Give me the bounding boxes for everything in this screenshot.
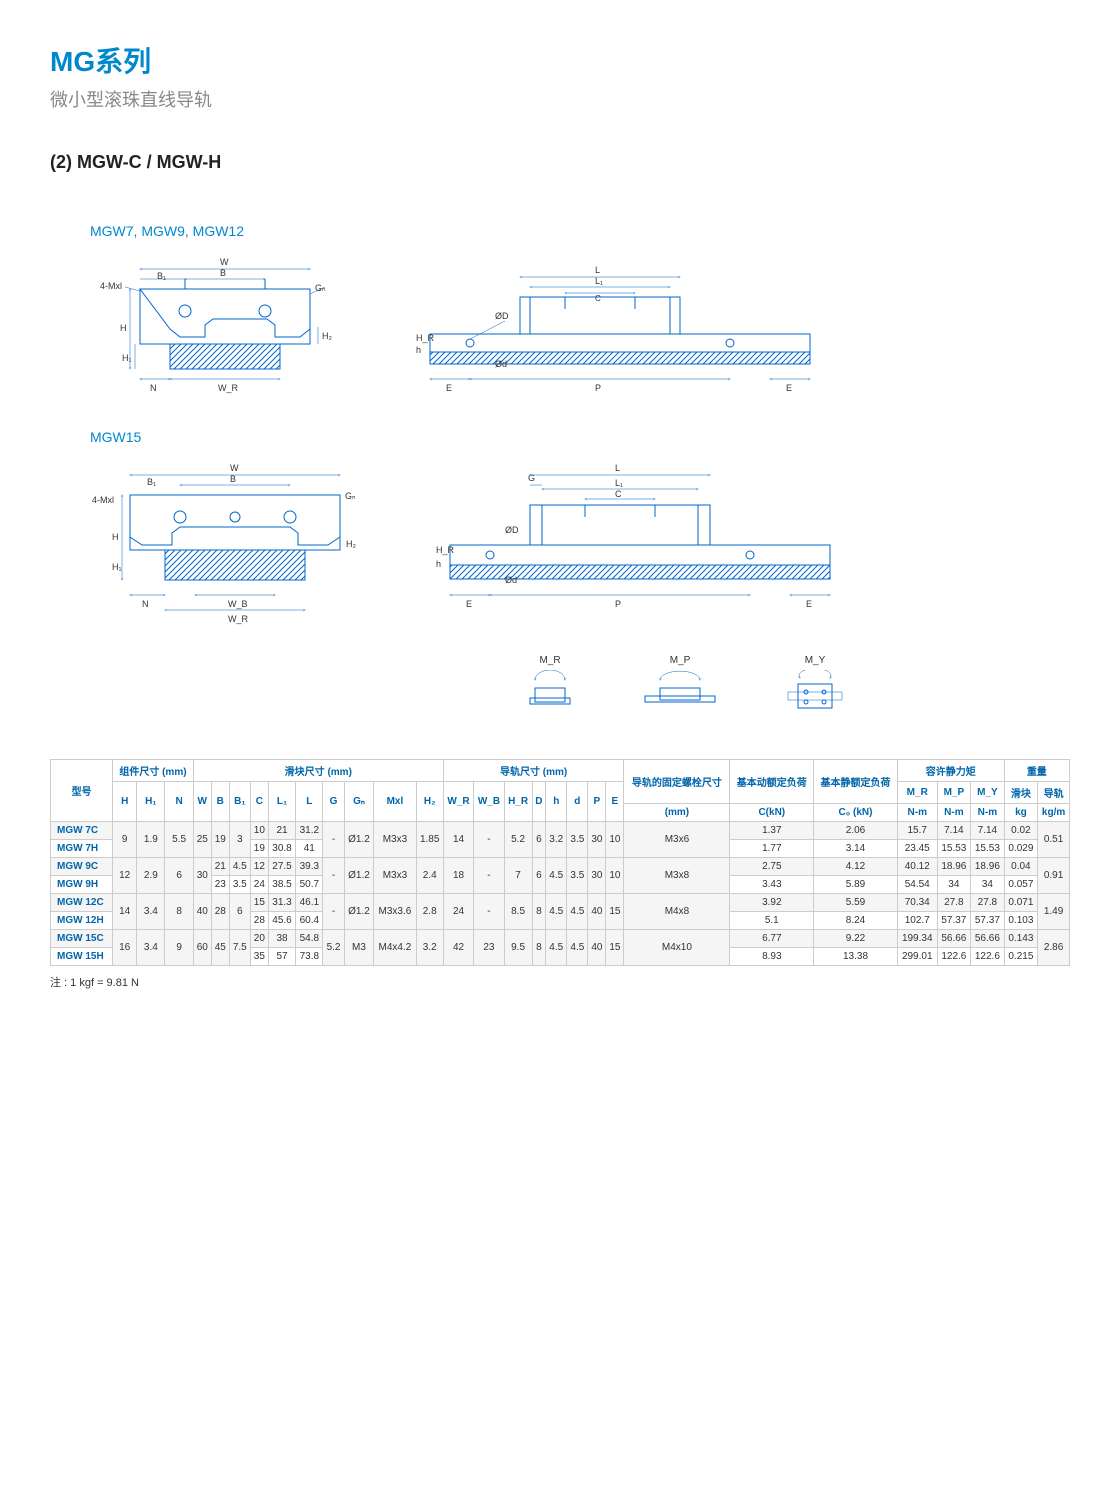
- svg-text:L: L: [595, 265, 600, 275]
- table-row-model: MGW 9C: [51, 858, 113, 876]
- svg-text:C: C: [595, 294, 601, 303]
- svg-text:L₁: L₁: [615, 478, 623, 488]
- table-row-model: MGW 9H: [51, 876, 113, 894]
- svg-text:W_R: W_R: [218, 383, 239, 393]
- svg-text:B: B: [230, 474, 236, 484]
- svg-text:W_R: W_R: [228, 614, 249, 624]
- diagram-front-2: W B B₁ Gₙ 4-Mxl H H₁ H₂ N W_B W_R: [90, 455, 370, 625]
- diagram-label-2: MGW15: [90, 429, 1070, 445]
- th-weight: 重量: [1004, 760, 1069, 782]
- svg-text:E: E: [806, 599, 812, 609]
- diagram-side-1: L L₁ C ØD Ød E P E H_R h: [410, 249, 830, 399]
- th-rail: 导轨尺寸 (mm): [443, 760, 624, 782]
- th-stat: 基本静额定负荷: [814, 760, 898, 804]
- th-assembly: 组件尺寸 (mm): [113, 760, 194, 782]
- table-row-model: MGW 12H: [51, 912, 113, 930]
- svg-text:E: E: [786, 383, 792, 393]
- svg-text:H₁: H₁: [122, 353, 132, 363]
- svg-text:H₂: H₂: [322, 331, 332, 341]
- page-subtitle: 微小型滚珠直线导轨: [50, 86, 1070, 112]
- svg-text:H_R: H_R: [416, 333, 435, 343]
- svg-text:L₁: L₁: [595, 276, 603, 286]
- svg-text:G: G: [528, 473, 535, 483]
- table-row-model: MGW 15H: [51, 948, 113, 966]
- svg-text:ØD: ØD: [495, 311, 509, 321]
- svg-text:h: h: [436, 559, 441, 569]
- svg-text:H: H: [120, 323, 127, 333]
- svg-text:N: N: [150, 383, 157, 393]
- svg-text:B₁: B₁: [147, 477, 156, 487]
- table-row-model: MGW 7H: [51, 840, 113, 858]
- svg-text:W: W: [230, 463, 239, 473]
- diagram-side-2: G L L₁ C ØD Ød E P E H_R h: [430, 455, 850, 625]
- moment-icons: M_R M_P M_Y: [520, 655, 1070, 719]
- moment-mr-label: M_R: [539, 655, 560, 666]
- svg-text:W: W: [220, 257, 229, 267]
- svg-text:H₁: H₁: [112, 562, 122, 572]
- svg-text:P: P: [595, 383, 601, 393]
- table-row-model: MGW 15C: [51, 930, 113, 948]
- svg-text:4-Mxl: 4-Mxl: [100, 281, 122, 291]
- moment-mp-label: M_P: [670, 655, 691, 666]
- svg-text:Gₙ: Gₙ: [345, 491, 356, 501]
- svg-text:E: E: [446, 383, 452, 393]
- svg-text:N: N: [142, 599, 149, 609]
- svg-text:h: h: [416, 345, 421, 355]
- table-note: 注 : 1 kgf = 9.81 N: [50, 974, 1070, 990]
- spec-table: 型号 组件尺寸 (mm) 滑块尺寸 (mm) 导轨尺寸 (mm) 导轨的固定螺栓…: [50, 759, 1070, 966]
- th-block: 滑块尺寸 (mm): [193, 760, 443, 782]
- th-model: 型号: [51, 760, 113, 822]
- svg-text:B: B: [220, 268, 226, 278]
- svg-text:W_B: W_B: [228, 599, 248, 609]
- svg-text:L: L: [615, 463, 620, 473]
- svg-text:H_R: H_R: [436, 545, 455, 555]
- table-row-model: MGW 12C: [51, 894, 113, 912]
- diagram-label-1: MGW7, MGW9, MGW12: [90, 223, 1070, 239]
- diagram-front-1: W B B₁ Gₙ 4-Mxl H H₁ H₂ N W_R: [90, 249, 350, 399]
- svg-text:Ød: Ød: [495, 359, 507, 369]
- page-title: MG系列: [50, 40, 1070, 80]
- svg-text:H₂: H₂: [346, 539, 356, 549]
- th-moment: 容许静力矩: [897, 760, 1004, 782]
- th-dyn: 基本动额定负荷: [730, 760, 814, 804]
- diagram-row-1: W B B₁ Gₙ 4-Mxl H H₁ H₂ N W_R: [50, 249, 1070, 399]
- svg-text:H: H: [112, 532, 119, 542]
- svg-text:C: C: [615, 489, 622, 499]
- th-bolt: 导轨的固定螺栓尺寸: [624, 760, 730, 804]
- svg-text:P: P: [615, 599, 621, 609]
- svg-text:Ød: Ød: [505, 575, 517, 585]
- svg-text:4-Mxl: 4-Mxl: [92, 495, 114, 505]
- moment-my-label: M_Y: [805, 655, 826, 666]
- svg-text:B₁: B₁: [157, 271, 166, 281]
- svg-text:Gₙ: Gₙ: [315, 283, 326, 293]
- diagram-row-2: W B B₁ Gₙ 4-Mxl H H₁ H₂ N W_B W_R G L: [50, 455, 1070, 625]
- section-title: (2) MGW-C / MGW-H: [50, 152, 1070, 173]
- table-row-model: MGW 7C: [51, 822, 113, 840]
- svg-text:ØD: ØD: [505, 525, 519, 535]
- svg-text:E: E: [466, 599, 472, 609]
